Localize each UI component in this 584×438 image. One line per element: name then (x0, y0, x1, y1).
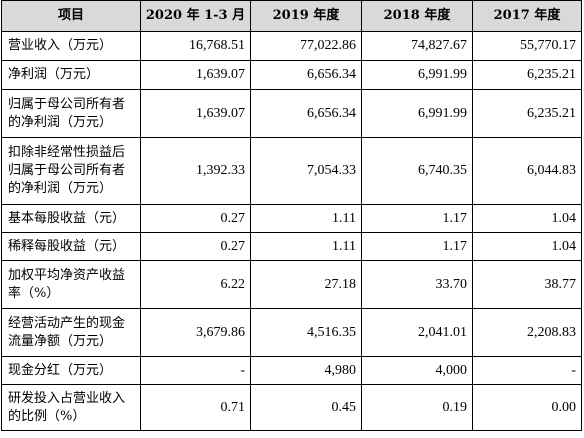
row-label: 基本每股收益（元） (1, 204, 141, 233)
cell-value: 0.71 (140, 384, 251, 431)
column-header-2018: 2018 年度 (361, 0, 473, 32)
cell-value: 27.18 (250, 260, 362, 309)
table-row: 基本每股收益（元） 0.27 1.11 1.17 1.04 (1, 204, 582, 233)
cell-value: 3,679.86 (140, 308, 251, 357)
cell-value: 1.17 (361, 232, 473, 261)
row-label: 营业收入（万元） (1, 31, 141, 61)
cell-value: - (472, 356, 582, 385)
column-header-2017: 2017 年度 (472, 0, 582, 32)
cell-value: - (140, 356, 251, 385)
cell-value: 0.27 (140, 232, 251, 261)
table-row: 稀释每股收益（元） 0.27 1.11 1.17 1.04 (1, 232, 582, 261)
cell-value: 4,516.35 (250, 308, 362, 357)
cell-value: 1.17 (361, 204, 473, 233)
row-label: 稀释每股收益（元） (1, 232, 141, 261)
cell-value: 55,770.17 (472, 31, 582, 61)
cell-value: 0.45 (250, 384, 362, 431)
cell-value: 0.27 (140, 204, 251, 233)
cell-value: 4,980 (250, 356, 362, 385)
financial-summary-table: 项目 2020 年 1-3 月 2019 年度 2018 年度 2017 年度 … (1, 0, 582, 431)
cell-value: 6,656.34 (250, 60, 362, 90)
cell-value: 6,656.34 (250, 89, 362, 138)
cell-value: 7,054.33 (250, 137, 362, 205)
table-row: 净利润（万元） 1,639.07 6,656.34 6,991.99 6,235… (1, 60, 582, 90)
cell-value: 38.77 (472, 260, 582, 309)
cell-value: 0.00 (472, 384, 582, 431)
cell-value: 6,991.99 (361, 89, 473, 138)
row-label: 经营活动产生的现金流量净额（万元） (1, 308, 141, 357)
cell-value: 0.19 (361, 384, 473, 431)
table-row: 营业收入（万元） 16,768.51 77,022.86 74,827.67 5… (1, 31, 582, 61)
cell-value: 1.11 (250, 204, 362, 233)
table-row: 现金分红（万元） - 4,980 4,000 - (1, 356, 582, 385)
cell-value: 4,000 (361, 356, 473, 385)
cell-value: 77,022.86 (250, 31, 362, 61)
cell-value: 2,208.83 (472, 308, 582, 357)
header-row: 项目 2020 年 1-3 月 2019 年度 2018 年度 2017 年度 (1, 0, 582, 32)
cell-value: 1,392.33 (140, 137, 251, 205)
cell-value: 6,235.21 (472, 60, 582, 90)
row-label: 净利润（万元） (1, 60, 141, 90)
row-label: 现金分红（万元） (1, 356, 141, 385)
cell-value: 16,768.51 (140, 31, 251, 61)
cell-value: 1.04 (472, 204, 582, 233)
column-header-2019: 2019 年度 (250, 0, 362, 32)
cell-value: 1.04 (472, 232, 582, 261)
cell-value: 1,639.07 (140, 89, 251, 138)
cell-value: 1,639.07 (140, 60, 251, 90)
table-row: 扣除非经常性损益后归属于母公司所有者的净利润（万元） 1,392.33 7,05… (1, 137, 582, 205)
cell-value: 6,740.35 (361, 137, 473, 205)
cell-value: 6.22 (140, 260, 251, 309)
cell-value: 6,991.99 (361, 60, 473, 90)
table-row: 归属于母公司所有者的净利润（万元） 1,639.07 6,656.34 6,99… (1, 89, 582, 138)
cell-value: 1.11 (250, 232, 362, 261)
column-header-item: 项目 (1, 0, 141, 32)
table-row: 加权平均净资产收益率（%） 6.22 27.18 33.70 38.77 (1, 260, 582, 309)
cell-value: 33.70 (361, 260, 473, 309)
table-row: 研发投入占营业收入的比例（%） 0.71 0.45 0.19 0.00 (1, 384, 582, 431)
row-label: 归属于母公司所有者的净利润（万元） (1, 89, 141, 138)
row-label: 研发投入占营业收入的比例（%） (1, 384, 141, 431)
cell-value: 6,044.83 (472, 137, 582, 205)
row-label: 扣除非经常性损益后归属于母公司所有者的净利润（万元） (1, 137, 141, 205)
cell-value: 74,827.67 (361, 31, 473, 61)
cell-value: 6,235.21 (472, 89, 582, 138)
cell-value: 2,041.01 (361, 308, 473, 357)
column-header-2020q1: 2020 年 1-3 月 (140, 0, 251, 32)
row-label: 加权平均净资产收益率（%） (1, 260, 141, 309)
table-row: 经营活动产生的现金流量净额（万元） 3,679.86 4,516.35 2,04… (1, 308, 582, 357)
